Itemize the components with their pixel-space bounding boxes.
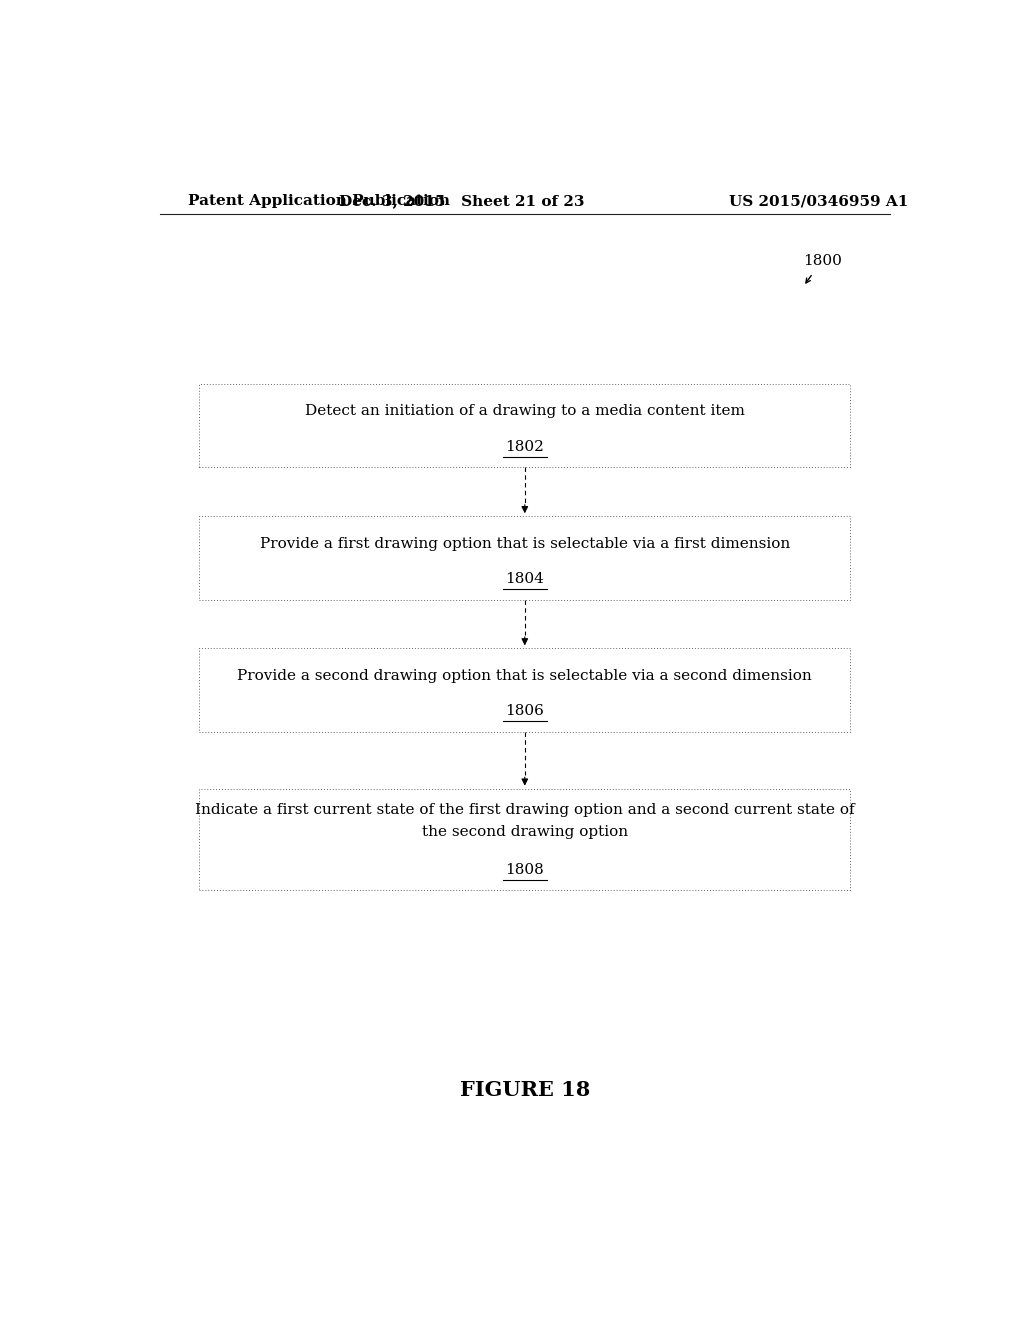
Text: 1808: 1808 — [506, 863, 544, 876]
Text: FIGURE 18: FIGURE 18 — [460, 1081, 590, 1101]
Text: Patent Application Publication: Patent Application Publication — [187, 194, 450, 209]
Bar — [200, 516, 850, 599]
Text: US 2015/0346959 A1: US 2015/0346959 A1 — [729, 194, 908, 209]
Text: Provide a second drawing option that is selectable via a second dimension: Provide a second drawing option that is … — [238, 669, 812, 682]
Bar — [200, 384, 850, 467]
Text: 1806: 1806 — [506, 705, 544, 718]
Bar — [200, 648, 850, 731]
Text: Detect an initiation of a drawing to a media content item: Detect an initiation of a drawing to a m… — [305, 404, 744, 418]
Bar — [200, 788, 850, 890]
Text: 1800: 1800 — [803, 253, 842, 268]
Text: Dec. 3, 2015   Sheet 21 of 23: Dec. 3, 2015 Sheet 21 of 23 — [339, 194, 584, 209]
Text: 1804: 1804 — [506, 572, 544, 586]
Text: Provide a first drawing option that is selectable via a first dimension: Provide a first drawing option that is s… — [260, 537, 790, 550]
Text: 1802: 1802 — [506, 440, 544, 454]
Text: the second drawing option: the second drawing option — [422, 825, 628, 840]
Text: Indicate a first current state of the first drawing option and a second current : Indicate a first current state of the fi… — [195, 803, 855, 817]
